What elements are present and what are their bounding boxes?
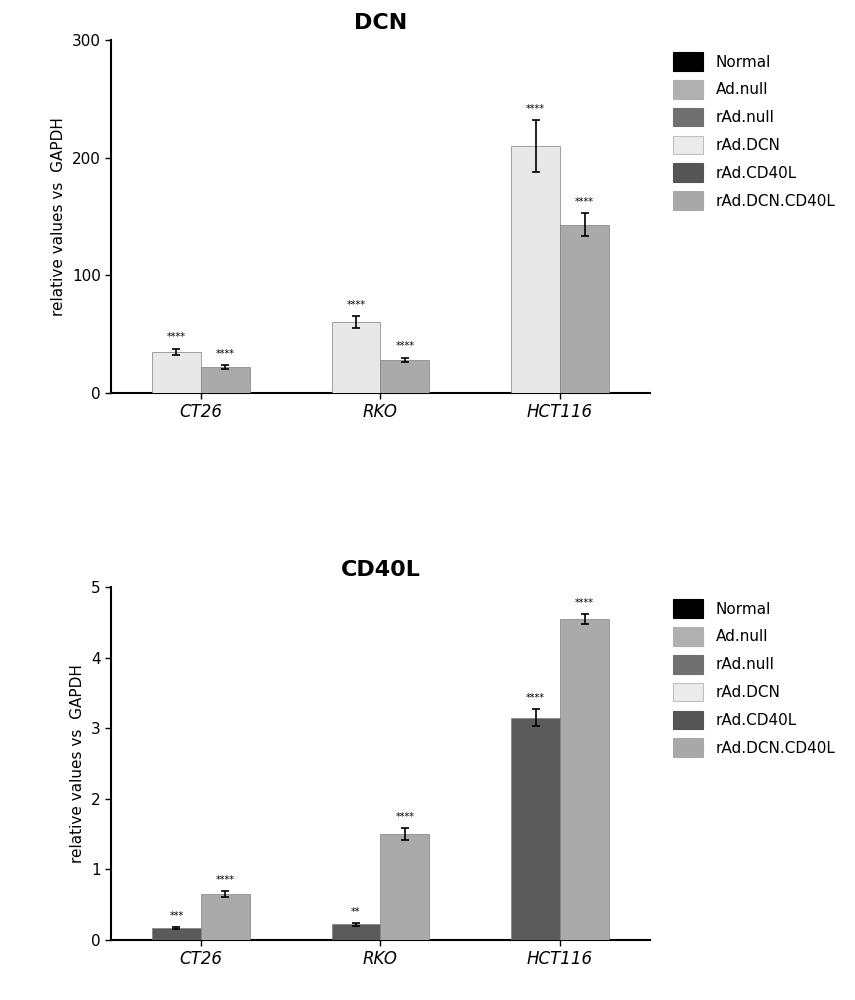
- Bar: [380, 834, 429, 940]
- Text: ****: ****: [575, 598, 594, 608]
- Text: ****: ****: [526, 104, 545, 114]
- Bar: [332, 322, 380, 393]
- Text: **: **: [351, 907, 361, 917]
- Y-axis label: relative values vs  GAPDH: relative values vs GAPDH: [70, 664, 86, 863]
- Bar: [152, 928, 201, 940]
- Text: ****: ****: [216, 349, 235, 359]
- Text: ****: ****: [346, 300, 365, 310]
- Title: DCN: DCN: [354, 13, 407, 33]
- Bar: [560, 225, 609, 393]
- Bar: [201, 894, 250, 940]
- Bar: [332, 924, 380, 940]
- Text: ***: ***: [169, 911, 184, 921]
- Text: ****: ****: [526, 693, 545, 703]
- Bar: [152, 352, 201, 393]
- Bar: [380, 360, 429, 393]
- Text: ****: ****: [575, 197, 594, 207]
- Text: ****: ****: [216, 875, 235, 885]
- Bar: [511, 718, 560, 940]
- Text: ****: ****: [396, 341, 415, 351]
- Bar: [560, 619, 609, 940]
- Title: CD40L: CD40L: [340, 560, 421, 580]
- Text: ****: ****: [167, 332, 186, 342]
- Bar: [201, 367, 250, 393]
- Y-axis label: relative values vs  GAPDH: relative values vs GAPDH: [51, 117, 66, 316]
- Bar: [511, 146, 560, 393]
- Legend: Normal, Ad.null, rAd.null, rAd.DCN, rAd.CD40L, rAd.DCN.CD40L: Normal, Ad.null, rAd.null, rAd.DCN, rAd.…: [669, 48, 840, 214]
- Legend: Normal, Ad.null, rAd.null, rAd.DCN, rAd.CD40L, rAd.DCN.CD40L: Normal, Ad.null, rAd.null, rAd.DCN, rAd.…: [669, 595, 840, 762]
- Text: ****: ****: [396, 812, 415, 822]
